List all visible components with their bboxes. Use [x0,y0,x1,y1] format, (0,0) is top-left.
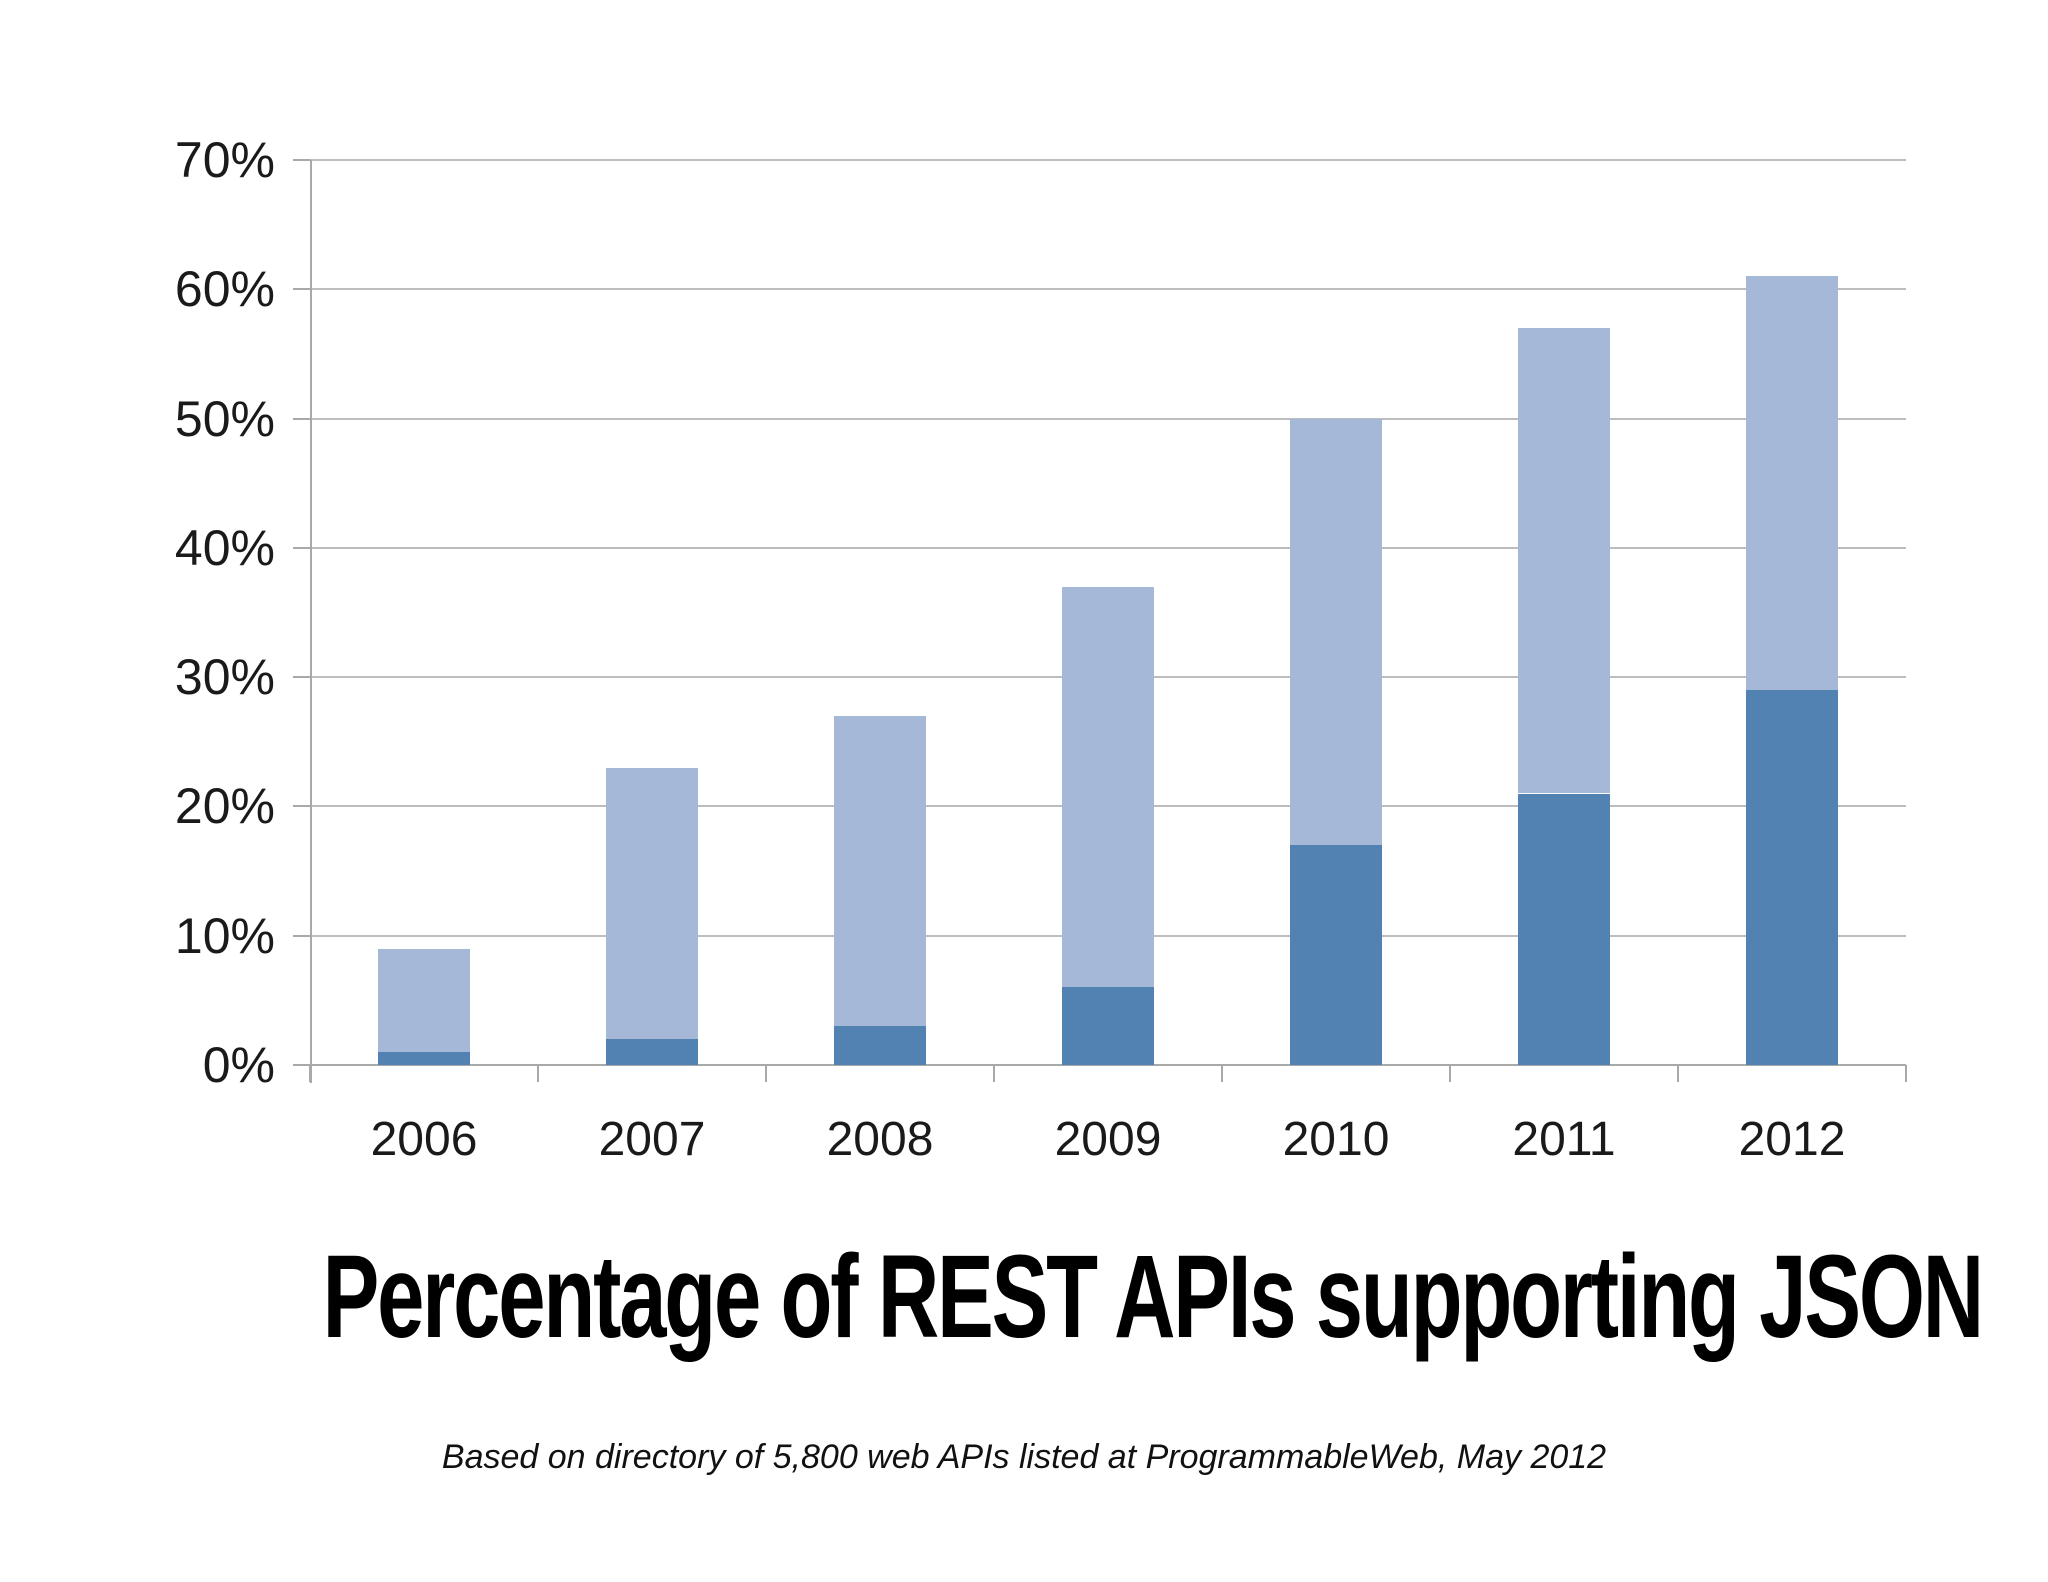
bar-2009-dark-segment [1062,987,1154,1065]
bar-2008-light-segment [834,715,926,1027]
x-axis-label-2006: 2006 [370,1113,478,1166]
y-axis-line [310,160,312,1083]
bar-2011-dark-segment [1518,793,1610,1065]
x-axis-tick [1677,1065,1679,1082]
bar-2012-dark-segment [1746,690,1838,1065]
y-axis-tick [293,1064,310,1066]
y-axis-label: 20% [174,778,275,835]
y-axis-tick [293,288,310,291]
x-axis-tick [1449,1065,1451,1082]
gridline [310,159,1906,161]
x-axis-line [310,1064,1906,1066]
chart-title: Percentage of REST APIs supporting JSON [0,1238,2048,1356]
x-axis-tick [537,1065,539,1082]
bar-2007-light-segment [606,767,698,1040]
bar-2011-light-segment [1518,328,1610,794]
y-axis-tick [293,417,310,420]
y-axis-label: 50% [174,390,275,447]
y-axis-label: 0% [202,1037,275,1093]
y-axis-label: 10% [174,907,275,964]
x-axis-label-2008: 2008 [826,1113,934,1166]
gridline [310,546,1906,549]
chart-title-text: Percentage of REST APIs supporting JSON [322,1231,1984,1363]
x-axis-tick [309,1065,311,1082]
plot-area: 0% 10% 20% 30% 40% 50% 60% 70% 2006 2007 2008 2009 2… [175,134,1907,1165]
y-axis-label: 60% [174,261,275,318]
bar-2009-light-segment [1062,586,1154,988]
bar-2012-light-segment [1746,276,1838,691]
x-axis-tick [993,1065,995,1082]
x-axis-label-2011: 2011 [1512,1113,1616,1166]
x-axis-label-2007: 2007 [598,1113,706,1166]
y-axis-tick [293,546,310,549]
y-axis-tick [293,676,310,679]
bar-2006-light-segment [378,948,470,1053]
bar-2008-dark-segment [834,1026,926,1065]
y-axis-label: 40% [174,519,275,576]
bar-2006-dark-segment [378,1052,470,1065]
gridline [310,417,1906,420]
x-axis-tick [1905,1065,1907,1082]
x-axis-tick [765,1065,767,1082]
y-axis-tick [293,805,310,808]
bar-2010-light-segment [1290,418,1382,846]
x-axis-label-2010: 2010 [1282,1113,1390,1166]
y-axis-label: 30% [174,649,275,706]
bar-2010-dark-segment [1290,845,1382,1065]
x-axis-tick [1221,1065,1223,1082]
x-axis-label-2012: 2012 [1738,1113,1846,1166]
gridline [310,288,1906,291]
chart-subtitle: Based on directory of 5,800 web APIs lis… [441,1438,1607,1476]
y-axis-tick [293,934,310,937]
bar-2007-dark-segment [606,1039,698,1065]
y-axis-label: 70% [174,132,275,188]
y-axis-tick [293,159,310,161]
x-axis-label-2009: 2009 [1054,1113,1162,1166]
